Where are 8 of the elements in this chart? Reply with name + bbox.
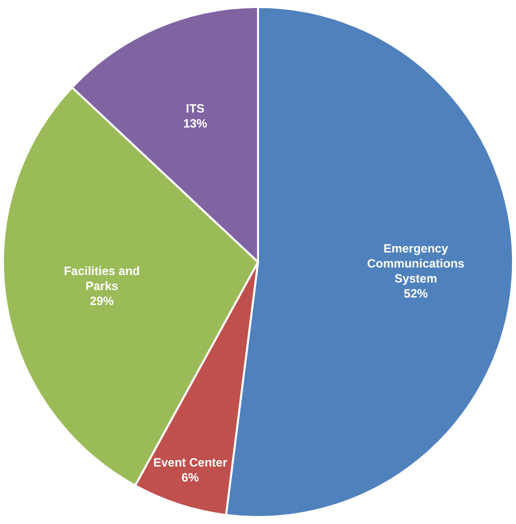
slice-label: Emergency Communications System bbox=[367, 242, 465, 286]
data-label: 6% bbox=[182, 470, 200, 484]
slice-label: Facilities and Parks bbox=[64, 264, 140, 294]
data-label: 29% bbox=[90, 294, 114, 308]
slice-label: Event Center bbox=[153, 455, 228, 470]
data-label: 52% bbox=[404, 286, 428, 301]
slice-label: ITS bbox=[186, 102, 205, 116]
data-label: 13% bbox=[183, 116, 208, 131]
